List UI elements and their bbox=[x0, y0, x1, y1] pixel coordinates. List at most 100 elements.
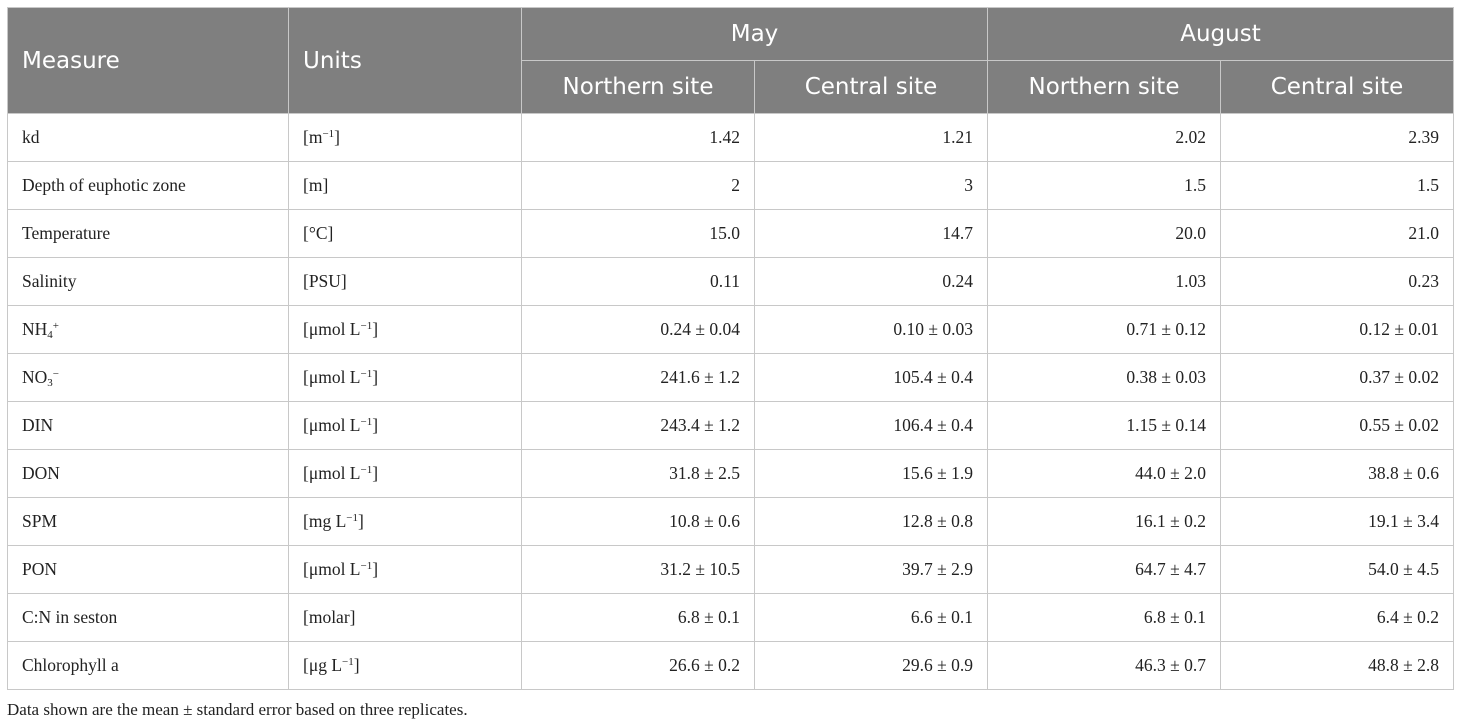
measure-cell: DON bbox=[7, 449, 289, 498]
table-row: C:N in seston [molar] 6.8 ± 0.1 6.6 ± 0.1 6.… bbox=[7, 593, 1454, 642]
measure-label: DIN bbox=[22, 415, 54, 435]
column-header-measure: Measure bbox=[7, 7, 289, 114]
measure-label: Depth of euphotic zone bbox=[22, 175, 186, 195]
measure-label: DON bbox=[22, 463, 60, 483]
value-cell: 26.6 ± 0.2 bbox=[521, 641, 755, 690]
value-cell: 0.71 ± 0.12 bbox=[987, 305, 1221, 354]
value-cell: 0.12 ± 0.01 bbox=[1220, 305, 1454, 354]
measure-subscript: 4 bbox=[47, 329, 53, 341]
table-row: Chlorophyll a [μg L−1] 26.6 ± 0.2 29.6 ± 0.… bbox=[7, 641, 1454, 690]
column-header-august: August bbox=[987, 7, 1454, 61]
value-cell: 6.4 ± 0.2 bbox=[1220, 593, 1454, 642]
column-header-may-central-site: Central site bbox=[754, 60, 988, 114]
value-cell: 48.8 ± 2.8 bbox=[1220, 641, 1454, 690]
measure-label: PON bbox=[22, 559, 58, 579]
column-header-august-central-site: Central site bbox=[1220, 60, 1454, 114]
value-cell: 0.24 bbox=[754, 257, 988, 306]
value-cell: 0.55 ± 0.02 bbox=[1220, 401, 1454, 450]
value-cell: 20.0 bbox=[987, 209, 1221, 258]
value-cell: 6.8 ± 0.1 bbox=[521, 593, 755, 642]
value-cell: 16.1 ± 0.2 bbox=[987, 497, 1221, 546]
value-cell: 0.38 ± 0.03 bbox=[987, 353, 1221, 402]
value-cell: 106.4 ± 0.4 bbox=[754, 401, 988, 450]
column-header-may-northern-site: Northern site bbox=[521, 60, 755, 114]
units-label: [PSU] bbox=[303, 271, 347, 291]
value-cell: 1.03 bbox=[987, 257, 1221, 306]
value-cell: 15.0 bbox=[521, 209, 755, 258]
units-superscript: −1 bbox=[360, 368, 373, 380]
value-cell: 241.6 ± 1.2 bbox=[521, 353, 755, 402]
value-cell: 54.0 ± 4.5 bbox=[1220, 545, 1454, 594]
value-cell: 1.21 bbox=[754, 113, 988, 162]
header-row-months: Measure Units May August bbox=[7, 7, 1454, 114]
value-cell: 0.10 ± 0.03 bbox=[754, 305, 988, 354]
units-label: [μmol L bbox=[303, 559, 361, 579]
units-label: [μmol L bbox=[303, 367, 361, 387]
measure-superscript: + bbox=[52, 320, 59, 332]
measure-label: SPM bbox=[22, 511, 58, 531]
units-superscript: −1 bbox=[346, 512, 358, 524]
units-superscript: −1 bbox=[360, 416, 373, 428]
column-header-units: Units bbox=[288, 7, 522, 114]
units-label: [mg L bbox=[303, 511, 347, 531]
units-label: [μmol L bbox=[303, 415, 361, 435]
units-superscript: −1 bbox=[360, 320, 373, 332]
table-row: SPM [mg L−1] 10.8 ± 0.6 12.8 ± 0.8 16.1 ± 0.… bbox=[7, 497, 1454, 546]
units-cell: [m] bbox=[288, 161, 522, 210]
value-cell: 6.6 ± 0.1 bbox=[754, 593, 988, 642]
measure-cell: Temperature bbox=[7, 209, 289, 258]
units-superscript: −1 bbox=[322, 128, 335, 140]
data-table: Measure Units May August Northern site C… bbox=[7, 7, 1454, 690]
value-cell: 19.1 ± 3.4 bbox=[1220, 497, 1454, 546]
table-body: kd [m−1] 1.42 1.21 2.02 2.39 Depth of euphotic… bbox=[7, 113, 1454, 690]
value-cell: 0.23 bbox=[1220, 257, 1454, 306]
value-cell: 1.15 ± 0.14 bbox=[987, 401, 1221, 450]
units-superscript: −1 bbox=[360, 464, 373, 476]
value-cell: 31.2 ± 10.5 bbox=[521, 545, 755, 594]
measure-cell: Chlorophyll a bbox=[7, 641, 289, 690]
value-cell: 0.37 ± 0.02 bbox=[1220, 353, 1454, 402]
units-closing-bracket: ] bbox=[372, 463, 379, 483]
units-cell: [μmol L−1] bbox=[288, 401, 522, 450]
value-cell: 3 bbox=[754, 161, 988, 210]
table-row: NO3− [μmol L−1] 241.6 ± 1.2 105.4 ± 0.4 0.38… bbox=[7, 353, 1454, 402]
units-cell: [PSU] bbox=[288, 257, 522, 306]
units-label: [μg L bbox=[303, 655, 343, 675]
units-label: [μmol L bbox=[303, 463, 361, 483]
measure-label: C:N in seston bbox=[22, 607, 118, 627]
value-cell: 39.7 ± 2.9 bbox=[754, 545, 988, 594]
value-cell: 2.02 bbox=[987, 113, 1221, 162]
value-cell: 10.8 ± 0.6 bbox=[521, 497, 755, 546]
measure-cell: Depth of euphotic zone bbox=[7, 161, 289, 210]
table-row: PON [μmol L−1] 31.2 ± 10.5 39.7 ± 2.9 64.7 ±… bbox=[7, 545, 1454, 594]
measure-cell: kd bbox=[7, 113, 289, 162]
value-cell: 64.7 ± 4.7 bbox=[987, 545, 1221, 594]
measure-label: Salinity bbox=[22, 271, 77, 291]
table-row: DIN [μmol L−1] 243.4 ± 1.2 106.4 ± 0.4 1.15 … bbox=[7, 401, 1454, 450]
measure-cell: Salinity bbox=[7, 257, 289, 306]
value-cell: 38.8 ± 0.6 bbox=[1220, 449, 1454, 498]
units-closing-bracket: ] bbox=[357, 511, 364, 531]
table-row: NH4+ [μmol L−1] 0.24 ± 0.04 0.10 ± 0.03 0.71… bbox=[7, 305, 1454, 354]
value-cell: 243.4 ± 1.2 bbox=[521, 401, 755, 450]
table-row: Temperature [°C] 15.0 14.7 20.0 21.0 bbox=[7, 209, 1454, 258]
table-row: Depth of euphotic zone [m] 2 3 1.5 1.5 bbox=[7, 161, 1454, 210]
units-label: [μmol L bbox=[303, 319, 361, 339]
header-row-sites: Northern site Central site Northern site… bbox=[8, 60, 1454, 114]
value-cell: 1.5 bbox=[1220, 161, 1454, 210]
measure-label: kd bbox=[22, 127, 40, 147]
measure-label: Chlorophyll a bbox=[22, 655, 119, 675]
units-label: [m bbox=[303, 127, 323, 147]
value-cell: 6.8 ± 0.1 bbox=[987, 593, 1221, 642]
units-closing-bracket: ] bbox=[353, 655, 360, 675]
units-cell: [m−1] bbox=[288, 113, 522, 162]
value-cell: 1.5 bbox=[987, 161, 1221, 210]
units-closing-bracket: ] bbox=[372, 367, 379, 387]
units-cell: [μmol L−1] bbox=[288, 449, 522, 498]
value-cell: 46.3 ± 0.7 bbox=[987, 641, 1221, 690]
measure-cell: SPM bbox=[7, 497, 289, 546]
table-row: DON [μmol L−1] 31.8 ± 2.5 15.6 ± 1.9 44.0 ± … bbox=[7, 449, 1454, 498]
value-cell: 21.0 bbox=[1220, 209, 1454, 258]
value-cell: 44.0 ± 2.0 bbox=[987, 449, 1221, 498]
value-cell: 0.24 ± 0.04 bbox=[521, 305, 755, 354]
